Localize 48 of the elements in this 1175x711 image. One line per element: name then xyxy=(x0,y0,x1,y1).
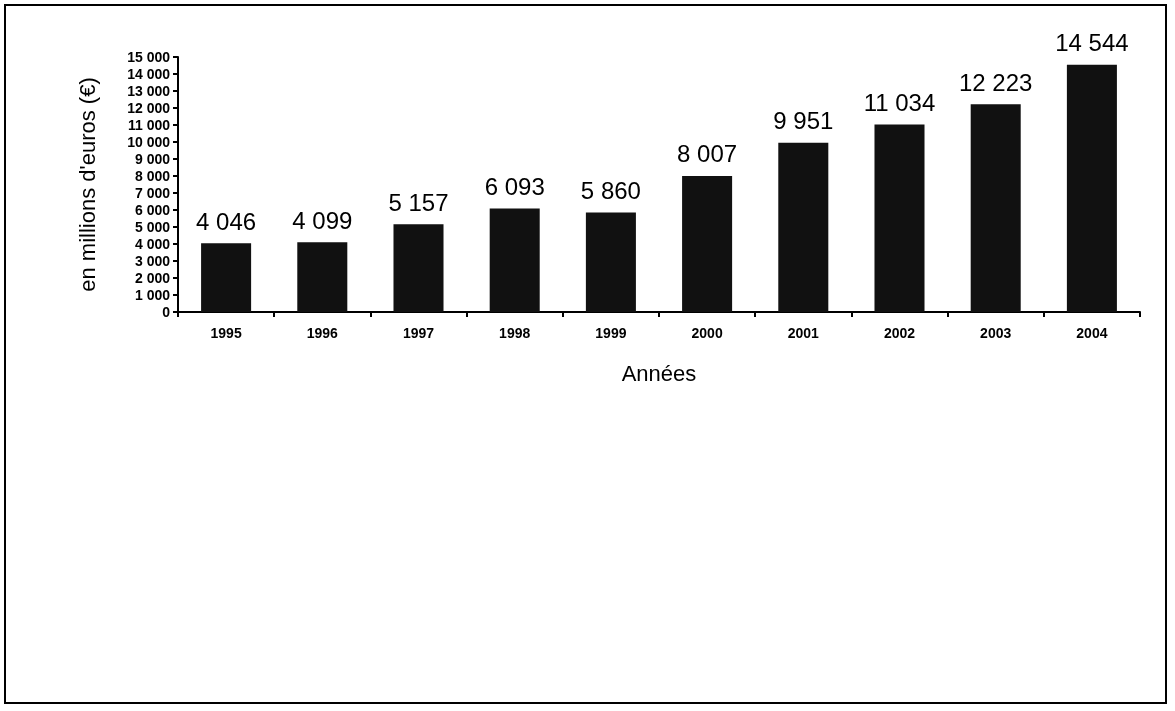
data-label: 11 034 xyxy=(863,88,936,116)
x-tick-label: 2003 xyxy=(980,325,1012,341)
x-tick-label: 2004 xyxy=(1076,325,1108,341)
y-tick-label: 6 000 xyxy=(134,202,171,218)
y-tick-label: 2 000 xyxy=(134,270,171,286)
data-label: 4 046 xyxy=(196,207,257,235)
x-tick-label: 2001 xyxy=(787,325,820,341)
x-tick-label: 2002 xyxy=(883,325,916,341)
y-tick-label: 8 000 xyxy=(134,168,171,184)
x-tick-label: 1999 xyxy=(595,325,627,341)
y-tick-label: 13 000 xyxy=(127,83,171,99)
y-tick-label: 0 xyxy=(162,304,171,320)
y-tick-label: 7 000 xyxy=(134,185,171,201)
bar xyxy=(874,124,925,312)
y-tick-label: 3 000 xyxy=(134,253,171,269)
bar xyxy=(1066,64,1117,312)
y-tick-label: 14 000 xyxy=(127,66,171,82)
bar xyxy=(682,175,733,312)
bar xyxy=(778,142,829,312)
y-tick-label: 12 000 xyxy=(127,100,171,116)
data-label: 5 860 xyxy=(580,176,641,204)
bar xyxy=(297,242,348,312)
x-tick-label: 1996 xyxy=(306,325,339,341)
y-tick-label: 4 000 xyxy=(134,236,171,252)
data-label: 6 093 xyxy=(484,172,545,200)
data-label: 14 544 xyxy=(1055,29,1129,57)
y-tick-label: 15 000 xyxy=(127,49,171,65)
bar xyxy=(970,104,1021,312)
data-label: 12 223 xyxy=(959,68,1033,96)
data-label: 5 157 xyxy=(388,188,449,216)
data-label: 9 951 xyxy=(773,107,834,135)
y-tick-label: 5 000 xyxy=(134,219,171,235)
x-axis-title: Années xyxy=(621,360,697,386)
y-tick-label: 9 000 xyxy=(134,151,171,167)
x-tick-label: 1998 xyxy=(499,325,531,341)
bar xyxy=(393,224,444,312)
data-label: 4 099 xyxy=(292,206,353,234)
bar xyxy=(585,212,636,312)
x-tick-label: 2000 xyxy=(691,325,723,341)
data-label: 8 007 xyxy=(677,140,738,168)
x-tick-label: 1995 xyxy=(210,325,242,341)
y-axis-title: en millions d'euros (€) xyxy=(74,77,100,292)
bar xyxy=(489,208,540,312)
bar xyxy=(201,243,252,312)
x-tick-label: 1997 xyxy=(402,325,435,341)
y-tick-label: 10 000 xyxy=(127,134,171,150)
y-tick-label: 11 000 xyxy=(127,117,171,133)
y-tick-label: 1 000 xyxy=(134,287,171,303)
